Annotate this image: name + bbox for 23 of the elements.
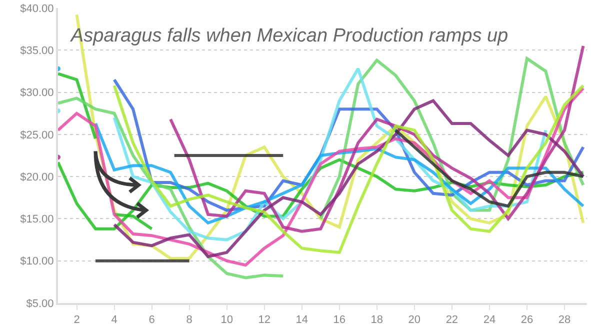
x-tick-label: 4 <box>111 314 118 326</box>
x-tick-label: 28 <box>558 314 571 326</box>
x-tick-label: 14 <box>296 314 308 326</box>
y-tick-label: $25.00 <box>20 129 54 142</box>
y-tick-label: $20.00 <box>20 171 54 184</box>
x-tick-label: 22 <box>446 314 458 326</box>
x-tick-label: 6 <box>148 314 155 326</box>
x-tick-label: 20 <box>408 314 421 326</box>
x-tick-label: 12 <box>258 314 270 326</box>
x-tick-label: 26 <box>520 314 534 326</box>
x-tick-label: 10 <box>220 314 233 326</box>
y-tick-label: $5.00 <box>26 298 54 310</box>
x-tick-label: 16 <box>333 314 346 326</box>
y-tick-label: $10.00 <box>20 256 54 268</box>
line-series <box>394 128 585 208</box>
x-tick-label: 18 <box>370 314 384 326</box>
y-tick-label: $40.00 <box>20 2 54 15</box>
y-tick-label: $35.00 <box>20 44 54 57</box>
x-tick-label: 2 <box>74 314 80 326</box>
x-tick-label: 8 <box>186 314 192 326</box>
y-tick-label: $30.00 <box>20 87 54 100</box>
y-tick-label: $15.00 <box>20 214 54 226</box>
x-tick-label: 24 <box>483 314 496 326</box>
